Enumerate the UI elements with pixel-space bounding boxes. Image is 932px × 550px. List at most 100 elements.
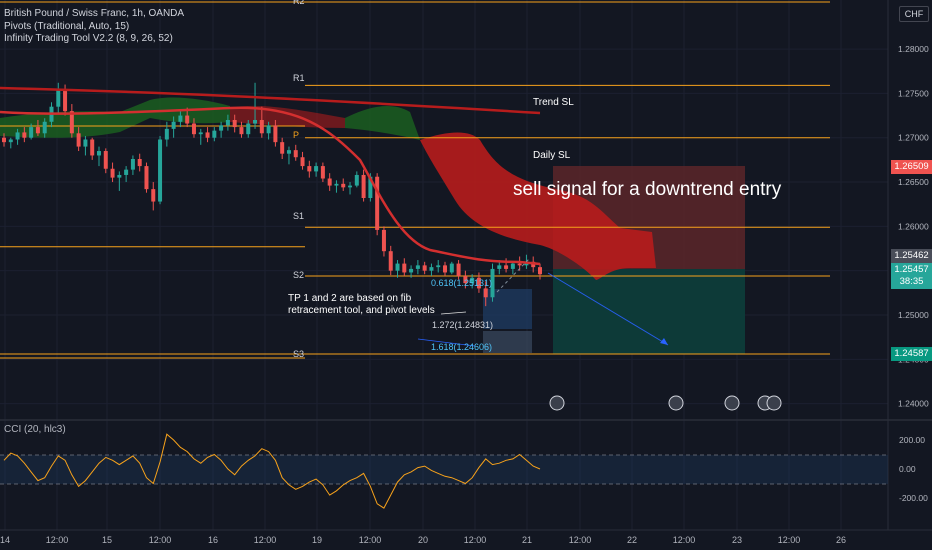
time-tick: 12:00 — [569, 535, 592, 545]
candle — [341, 178, 346, 191]
price-tick: 1.24000 — [898, 399, 929, 409]
candle — [266, 121, 271, 140]
fib-label-1618: 1.618(1.24606) — [431, 342, 493, 352]
price-tag-grey[interactable]: 1.25462 — [891, 249, 932, 263]
trend-sl-line[interactable] — [0, 86, 541, 115]
price-tag-current[interactable]: 1.25457 38:35 — [891, 263, 932, 289]
candle — [354, 171, 359, 188]
cloud-red-main — [420, 132, 656, 280]
candlesticks — [2, 82, 542, 307]
candle — [103, 148, 108, 174]
itt-indicator-label[interactable]: Infinity Trading Tool V2.2 (8, 9, 26, 52… — [4, 33, 173, 44]
candle — [327, 173, 332, 191]
candle — [225, 114, 230, 131]
pivot-label-r2: R2 — [293, 0, 305, 6]
time-tick: 12:00 — [254, 535, 277, 545]
event-icon[interactable] — [724, 395, 740, 411]
pivot-label-s2: S2 — [293, 270, 305, 280]
pivot-label-s1: S1 — [293, 211, 305, 221]
candle — [83, 135, 88, 156]
candle — [388, 245, 393, 276]
pivot-lines — [0, 1, 830, 359]
countdown-timer: 38:35 — [899, 275, 924, 287]
candle — [409, 265, 414, 278]
cloud-green-mid — [345, 105, 420, 140]
event-icon[interactable] — [668, 395, 684, 411]
time-tick: 16 — [208, 535, 218, 545]
currency-label[interactable]: CHF — [899, 6, 929, 22]
projection-arrow — [547, 272, 669, 346]
candle — [137, 153, 142, 172]
tp-note-line1: TP 1 and 2 are based on fib — [288, 293, 412, 304]
candle — [443, 261, 448, 276]
fib-trend-line — [496, 257, 531, 293]
current-price: 1.25457 — [894, 264, 929, 275]
cci-line — [3, 433, 541, 509]
time-tick: 14 — [0, 535, 10, 545]
price-tick: 1.27000 — [898, 133, 929, 143]
cci-axis: 200.00 0.00 -200.00 — [899, 435, 928, 503]
fib-zone-lower — [483, 331, 532, 353]
candle — [300, 151, 305, 170]
candle — [56, 82, 61, 113]
price-tag-red[interactable]: 1.26509 — [891, 160, 932, 174]
signal-annotation: sell signal for a downtrend entry — [513, 179, 782, 200]
candle — [402, 258, 407, 276]
candle — [76, 127, 81, 152]
pivots-indicator-label[interactable]: Pivots (Traditional, Auto, 15) — [4, 20, 130, 32]
time-tick: 12:00 — [149, 535, 172, 545]
daily-sl-line[interactable] — [0, 106, 541, 266]
chart-legend: British Pound / Swiss Franc, 1h, OANDA P… — [4, 8, 184, 46]
candle — [239, 121, 244, 138]
event-icon[interactable] — [766, 395, 782, 411]
price-tick: 1.26000 — [898, 221, 929, 231]
candle — [280, 137, 285, 159]
candle — [205, 127, 210, 143]
cci-tick: 0.00 — [899, 464, 916, 474]
candle — [110, 162, 115, 183]
tp-annotation-arrow — [440, 311, 467, 315]
candle — [2, 133, 6, 147]
event-icon[interactable] — [549, 395, 565, 411]
candle — [151, 182, 156, 211]
symbol-title[interactable]: British Pound / Swiss Franc, 1h, OANDA — [4, 8, 185, 19]
price-tick: 1.26500 — [898, 177, 929, 187]
price-tag-green[interactable]: 1.24587 — [891, 347, 932, 361]
time-axis[interactable]: 14 12:00 15 12:00 16 12:00 19 12:00 20 12:00 21 12:… — [0, 535, 846, 545]
ichimoku-cloud — [0, 97, 656, 280]
candle — [130, 155, 135, 175]
candle — [246, 120, 251, 138]
time-tick: 21 — [522, 535, 532, 545]
take-profit-zone[interactable] — [553, 269, 745, 354]
candle — [171, 116, 176, 138]
price-tick: 1.28000 — [898, 44, 929, 54]
candle — [286, 146, 291, 165]
candle — [35, 120, 40, 136]
candle — [483, 281, 488, 307]
candle — [456, 260, 461, 280]
cloud-green-left — [0, 97, 230, 138]
time-tick: 12:00 — [46, 535, 69, 545]
pivot-label-p: P — [293, 130, 300, 140]
candle — [429, 263, 434, 276]
cci-indicator-label[interactable]: CCI (20, hlc3) — [4, 424, 66, 435]
time-tick: 19 — [312, 535, 322, 545]
candle — [164, 121, 169, 147]
candle — [510, 261, 515, 275]
candle — [476, 272, 481, 293]
time-tick: 12:00 — [464, 535, 487, 545]
candle — [117, 171, 122, 191]
candle — [361, 169, 366, 202]
candle — [422, 261, 427, 275]
cci-band — [0, 455, 888, 484]
fib-label-1272: 1.272(1.24831) — [432, 320, 494, 330]
economic-events[interactable] — [549, 395, 782, 411]
candle — [69, 104, 74, 138]
candle — [22, 127, 27, 143]
candle — [348, 182, 353, 195]
time-tick: 26 — [836, 535, 846, 545]
candle — [198, 128, 203, 145]
pivot-label-s3: S3 — [293, 349, 305, 359]
